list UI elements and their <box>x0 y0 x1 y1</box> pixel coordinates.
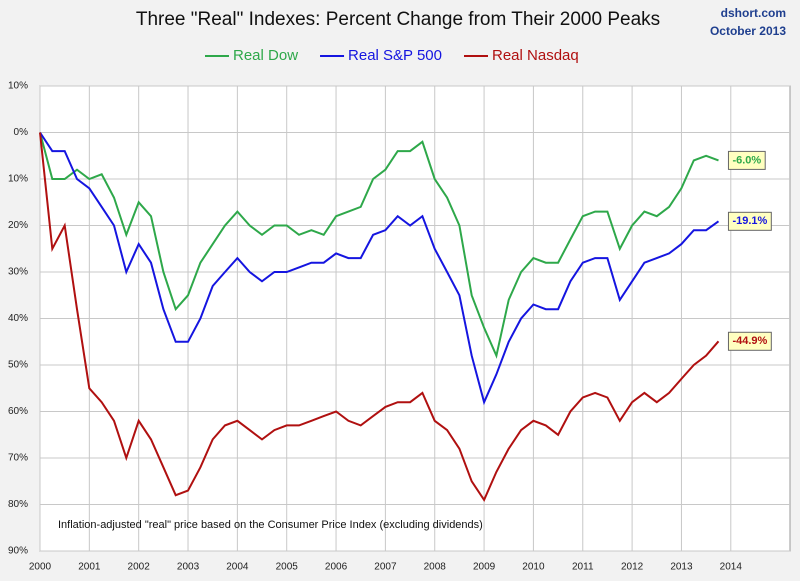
series-line <box>39 132 720 502</box>
end-label: -6.0% <box>732 154 761 166</box>
y-tick-label: 30% <box>8 267 28 278</box>
x-tick-label: 2002 <box>128 562 151 573</box>
series-line <box>39 132 719 359</box>
end-label: -19.1% <box>732 215 767 227</box>
y-tick-label: 0% <box>14 127 29 138</box>
x-tick-label: 2005 <box>276 562 299 573</box>
x-tick-label: 2014 <box>720 562 743 573</box>
series-line <box>39 131 720 406</box>
end-label-box <box>727 331 772 351</box>
chart-title: Three "Real" Indexes: Percent Change fro… <box>136 9 660 30</box>
y-tick-label: 40% <box>8 313 28 324</box>
date: October 2013 <box>710 24 786 38</box>
legend-label: Real Nasdaq <box>492 47 579 64</box>
y-tick-label: 10% <box>8 174 28 185</box>
grid <box>39 85 790 552</box>
x-tick-label: 2009 <box>473 562 496 573</box>
y-tick-label: 10% <box>8 81 28 92</box>
x-tick-label: 2007 <box>374 562 397 573</box>
source: dshort.com <box>721 6 786 20</box>
x-tick-label: 2012 <box>621 562 644 573</box>
x-tick-label: 2013 <box>670 562 693 573</box>
y-tick-label: 50% <box>8 360 28 371</box>
x-tick-label: 2003 <box>177 562 200 573</box>
end-label-box <box>727 211 772 231</box>
end-label: -44.9% <box>732 335 767 347</box>
x-tick-label: 2000 <box>29 562 52 573</box>
y-tick-label: 60% <box>8 406 28 417</box>
y-tick-label: 90% <box>8 546 28 557</box>
x-tick-label: 2004 <box>226 562 249 573</box>
x-tick-label: 2001 <box>78 562 101 573</box>
x-tick-label: 2008 <box>424 562 447 573</box>
legend-label: Real S&P 500 <box>348 47 442 64</box>
end-label-box <box>727 150 766 170</box>
y-tick-label: 80% <box>8 499 28 510</box>
x-tick-label: 2006 <box>325 562 348 573</box>
x-tick-label: 2011 <box>572 562 594 573</box>
y-tick-label: 70% <box>8 453 28 464</box>
y-tick-label: 20% <box>8 220 28 231</box>
legend-label: Real Dow <box>233 47 298 64</box>
x-tick-label: 2010 <box>522 562 545 573</box>
lines: -6.0% -19.1% -44.9% <box>39 131 772 502</box>
footnote: Inflation-adjusted "real" price based on… <box>58 519 483 531</box>
